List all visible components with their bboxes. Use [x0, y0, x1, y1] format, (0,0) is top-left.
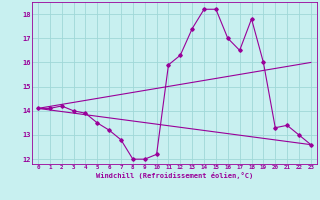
X-axis label: Windchill (Refroidissement éolien,°C): Windchill (Refroidissement éolien,°C) — [96, 172, 253, 179]
